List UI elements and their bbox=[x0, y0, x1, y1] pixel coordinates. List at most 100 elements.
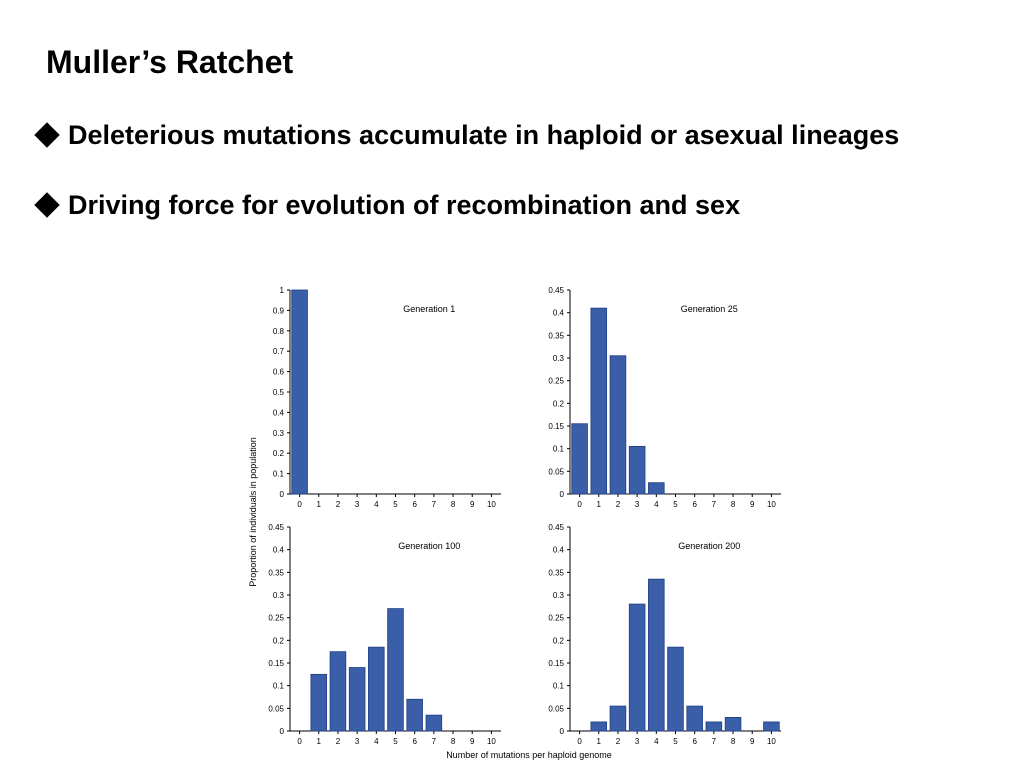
y-tick-label: 0.45 bbox=[548, 286, 564, 295]
y-tick-label: 0.45 bbox=[548, 523, 564, 532]
bar bbox=[329, 651, 347, 732]
y-tick-label: 0.25 bbox=[268, 614, 284, 623]
bar bbox=[686, 705, 703, 732]
x-tick-label: 8 bbox=[451, 500, 456, 509]
slide-title: Muller’s Ratchet bbox=[46, 44, 294, 80]
y-tick-label: 0.05 bbox=[268, 704, 284, 713]
y-tick-label: 0.15 bbox=[548, 659, 564, 668]
histogram-panel: 0 0.05 0.1 0.15 0.2 0.25 0.3 0.35 0.4 0.45 0 1 2 3 4 5 6… bbox=[548, 286, 781, 509]
y-tick-label: 0.9 bbox=[273, 306, 285, 315]
histogram-panel: 00.10.20.30.40.50.60.70.80.910 1 2 3 4 5 6 7 8 9 1… bbox=[273, 286, 501, 509]
x-tick-label: 5 bbox=[393, 500, 398, 509]
bar bbox=[648, 482, 665, 495]
x-tick-label: 7 bbox=[712, 737, 717, 746]
y-tick-label: 0.45 bbox=[268, 523, 284, 532]
x-tick-label: 7 bbox=[712, 500, 717, 509]
histogram-figure: Proportion of individuals in population … bbox=[248, 286, 781, 760]
x-tick-label: 5 bbox=[673, 500, 678, 509]
bar bbox=[628, 445, 646, 495]
panel-title: Generation 1 bbox=[403, 304, 455, 314]
panel-title: Generation 100 bbox=[398, 541, 460, 551]
x-tick-label: 6 bbox=[412, 737, 417, 746]
y-tick-label: 0.4 bbox=[553, 309, 565, 318]
y-tick-label: 0.2 bbox=[273, 636, 285, 645]
y-tick-label: 0.25 bbox=[548, 377, 564, 386]
bar bbox=[590, 721, 608, 732]
x-tick-label: 4 bbox=[374, 500, 379, 509]
bar bbox=[291, 289, 308, 495]
y-tick-label: 0.8 bbox=[273, 327, 285, 336]
x-tick-label: 9 bbox=[470, 500, 475, 509]
y-tick-label: 0 bbox=[560, 490, 565, 499]
x-tick-label: 8 bbox=[731, 737, 736, 746]
y-tick-label: 0 bbox=[280, 490, 285, 499]
y-tick-label: 0.15 bbox=[548, 422, 564, 431]
x-tick-label: 2 bbox=[616, 737, 621, 746]
x-tick-label: 3 bbox=[635, 737, 640, 746]
y-tick-label: 0.1 bbox=[273, 470, 285, 479]
y-tick-label: 0.3 bbox=[273, 591, 285, 600]
y-tick-label: 0.1 bbox=[553, 682, 565, 691]
x-tick-label: 1 bbox=[597, 500, 602, 509]
y-tick-label: 0 bbox=[280, 727, 285, 736]
diamond-bullet-icon bbox=[34, 122, 60, 149]
x-tick-label: 4 bbox=[374, 737, 379, 746]
bar bbox=[406, 698, 423, 732]
y-tick-label: 0.3 bbox=[273, 429, 285, 438]
x-tick-label: 5 bbox=[673, 737, 678, 746]
x-tick-label: 5 bbox=[393, 737, 398, 746]
x-tick-label: 4 bbox=[654, 500, 659, 509]
x-tick-label: 0 bbox=[297, 500, 302, 509]
y-tick-label: 0.05 bbox=[548, 704, 564, 713]
bullet-item-2: Driving force for evolution of recombina… bbox=[32, 190, 740, 221]
y-tick-label: 0.2 bbox=[553, 399, 565, 408]
x-tick-label: 7 bbox=[432, 737, 437, 746]
x-tick-label: 1 bbox=[597, 737, 602, 746]
bar bbox=[628, 603, 646, 732]
y-tick-label: 0.2 bbox=[553, 636, 565, 645]
bar bbox=[648, 578, 665, 732]
x-tick-label: 1 bbox=[317, 500, 322, 509]
x-tick-label: 6 bbox=[692, 737, 697, 746]
bullet-text: Driving force for evolution of recombina… bbox=[68, 190, 741, 220]
histogram-panel: 0 0.05 0.1 0.15 0.2 0.25 0.3 0.35 0.4 0.45 0 1 2 3 4 5 6… bbox=[268, 523, 501, 746]
x-tick-label: 2 bbox=[336, 500, 341, 509]
x-tick-label: 10 bbox=[487, 500, 496, 509]
x-tick-label: 7 bbox=[432, 500, 437, 509]
bar bbox=[590, 307, 608, 495]
bar bbox=[609, 705, 627, 732]
y-tick-label: 0.5 bbox=[273, 388, 285, 397]
diamond-bullet-icon bbox=[34, 192, 60, 219]
x-tick-label: 3 bbox=[635, 500, 640, 509]
x-tick-label: 8 bbox=[731, 500, 736, 509]
x-tick-label: 3 bbox=[355, 737, 360, 746]
x-tick-label: 9 bbox=[750, 500, 755, 509]
y-tick-label: 0.05 bbox=[548, 467, 564, 476]
y-tick-label: 0.35 bbox=[268, 568, 284, 577]
bar bbox=[310, 673, 328, 732]
x-tick-label: 0 bbox=[577, 737, 582, 746]
x-tick-label: 4 bbox=[654, 737, 659, 746]
y-tick-label: 0.6 bbox=[273, 368, 285, 377]
bullet-text: Deleterious mutations accumulate in hapl… bbox=[68, 120, 900, 150]
y-tick-label: 0.15 bbox=[268, 659, 284, 668]
x-tick-label: 6 bbox=[692, 500, 697, 509]
y-tick-label: 0.4 bbox=[553, 546, 565, 555]
x-tick-label: 1 bbox=[317, 737, 322, 746]
bar bbox=[571, 423, 588, 495]
bar bbox=[348, 667, 366, 732]
bullet-item-1: Deleterious mutations accumulate in hapl… bbox=[32, 120, 899, 151]
y-tick-label: 0.4 bbox=[273, 408, 285, 417]
histogram-panel: 0 0.05 0.1 0.15 0.2 0.25 0.3 0.35 0.4 0.45 0 1 2 3 4 5 6… bbox=[548, 523, 781, 746]
y-tick-label: 0.25 bbox=[548, 614, 564, 623]
bar bbox=[724, 716, 742, 732]
bar bbox=[705, 721, 723, 732]
y-axis-label: Proportion of individuals in population bbox=[248, 437, 258, 587]
x-tick-label: 9 bbox=[750, 737, 755, 746]
y-tick-label: 0.4 bbox=[273, 546, 285, 555]
x-tick-label: 3 bbox=[355, 500, 360, 509]
x-tick-label: 2 bbox=[336, 737, 341, 746]
x-tick-label: 8 bbox=[451, 737, 456, 746]
x-tick-label: 2 bbox=[616, 500, 621, 509]
x-tick-label: 10 bbox=[767, 737, 776, 746]
